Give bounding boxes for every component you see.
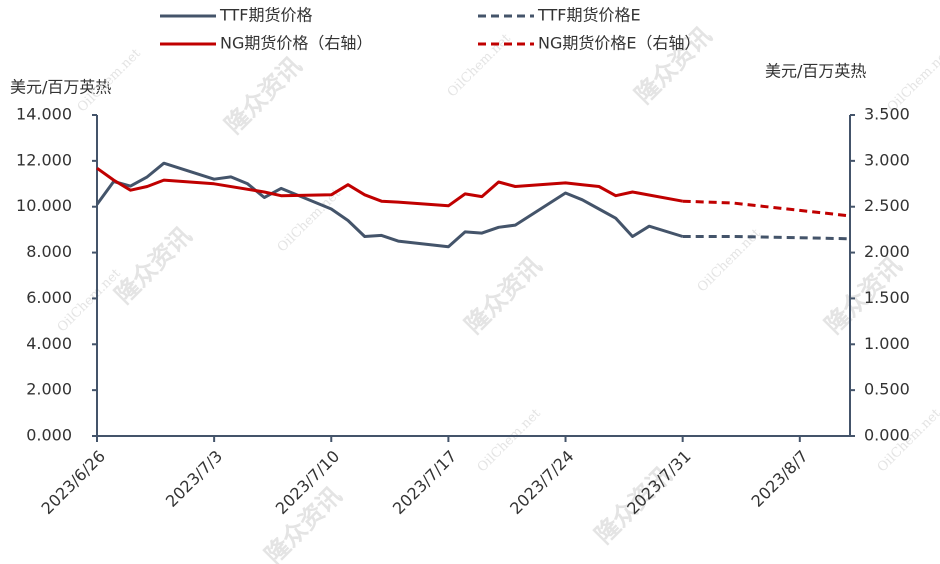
x-tick-label: 2023/7/31 bbox=[623, 447, 694, 518]
watermark: 隆众资讯 bbox=[219, 52, 307, 140]
legend-label: NG期货价格E（右轴） bbox=[538, 34, 700, 53]
watermark: OilChem.net bbox=[475, 406, 545, 476]
watermark: 隆众资讯 bbox=[109, 222, 197, 310]
y2-axis-label: 美元/百万英热 bbox=[765, 62, 866, 81]
x-tick-label: 2023/7/24 bbox=[506, 447, 577, 518]
y2-tick-label: 0.000 bbox=[864, 426, 910, 445]
y-tick-label: 0.000 bbox=[26, 426, 72, 445]
y-axis-label: 美元/百万英热 bbox=[10, 78, 111, 97]
y-tick-label: 4.000 bbox=[26, 334, 72, 353]
y2-tick-label: 2.000 bbox=[864, 242, 910, 261]
y-tick-label: 14.000 bbox=[16, 105, 72, 124]
y-tick-label: 12.000 bbox=[16, 150, 72, 169]
x-tick-label: 2023/7/17 bbox=[389, 447, 460, 518]
legend-label: TTF期货价格E bbox=[537, 6, 641, 25]
y2-tick-label: 2.500 bbox=[864, 196, 910, 215]
y2-tick-label: 1.500 bbox=[864, 288, 910, 307]
y-tick-label: 6.000 bbox=[26, 288, 72, 307]
y-tick-label: 8.000 bbox=[26, 242, 72, 261]
series-line bbox=[95, 161, 684, 249]
y2-tick-label: 3.000 bbox=[864, 150, 910, 169]
x-tick-label: 2023/6/26 bbox=[38, 447, 109, 518]
series-line bbox=[682, 199, 851, 218]
legend-label: TTF期货价格 bbox=[219, 6, 312, 25]
x-tick-label: 2023/7/3 bbox=[162, 447, 226, 511]
watermark: OilChem.net bbox=[445, 31, 515, 101]
y2-tick-label: 1.000 bbox=[864, 334, 910, 353]
y2-tick-label: 0.500 bbox=[864, 380, 910, 399]
series-line bbox=[96, 166, 683, 208]
watermark: 隆众资讯 bbox=[459, 252, 547, 340]
y-tick-label: 10.000 bbox=[16, 196, 72, 215]
x-tick-label: 2023/8/7 bbox=[748, 447, 812, 511]
y2-tick-label: 3.500 bbox=[864, 105, 910, 124]
series-line bbox=[682, 235, 851, 241]
y-tick-label: 2.000 bbox=[26, 380, 72, 399]
legend-label: NG期货价格（右轴） bbox=[220, 34, 372, 53]
